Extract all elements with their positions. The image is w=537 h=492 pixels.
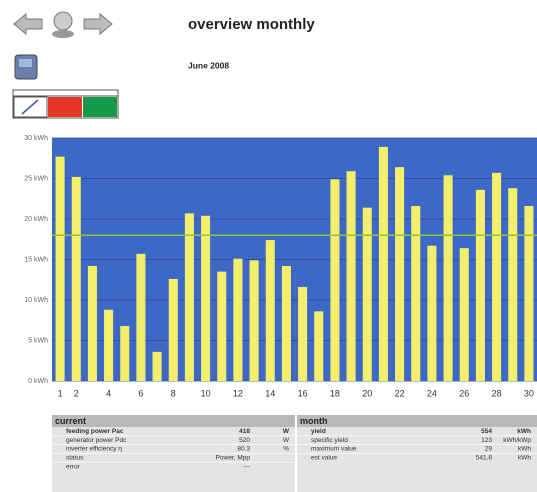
x-tick-label: 22: [395, 388, 405, 398]
table-cell: 29: [485, 446, 493, 453]
table-cell: yield: [311, 428, 326, 435]
table-cell: est value: [311, 455, 337, 462]
bar: [330, 179, 340, 381]
x-tick-label: 28: [492, 388, 502, 398]
nav-back[interactable]: [13, 12, 43, 36]
x-tick-label: 6: [138, 388, 143, 398]
bar: [492, 172, 502, 381]
nav-forward[interactable]: [83, 12, 113, 36]
table-header-bg: [52, 415, 295, 427]
bar: [233, 258, 243, 381]
x-tick-label: 2: [74, 388, 79, 398]
table-cell: maximum value: [311, 446, 357, 453]
page-subtitle: June 2008: [188, 60, 229, 70]
bar: [87, 265, 97, 381]
table-body: [297, 427, 537, 492]
x-tick-label: 14: [265, 388, 275, 398]
bar: [71, 176, 81, 381]
table-body: [52, 427, 295, 492]
table-cell: %: [283, 446, 289, 453]
y-tick-label: 20 kWh: [24, 216, 48, 223]
y-tick-label: 15 kWh: [24, 256, 48, 263]
bar: [298, 287, 308, 381]
table-cell: W: [283, 428, 290, 435]
x-tick-label: 10: [201, 388, 211, 398]
table-cell: specific yield: [311, 437, 348, 444]
table-cell: kWh: [517, 428, 531, 435]
x-tick-label: 26: [459, 388, 469, 398]
y-tick-label: 25 kWh: [24, 175, 48, 182]
table-cell: 554: [481, 428, 492, 435]
bar: [346, 171, 356, 381]
x-tick-label: 20: [362, 388, 372, 398]
table-cell: status: [66, 455, 84, 462]
table-cell: 520: [239, 437, 250, 444]
x-tick-label: 12: [233, 388, 243, 398]
y-tick-label: 0 kWh: [28, 378, 48, 385]
bar: [362, 207, 372, 381]
bar: [184, 213, 194, 381]
inverter-selector[interactable]: [12, 89, 119, 119]
table-cell: kWh/kWp: [503, 437, 531, 444]
bar: [281, 265, 291, 381]
x-tick-label: 1: [58, 388, 63, 398]
x-tick-label: 18: [330, 388, 340, 398]
y-tick-label: 5 kWh: [28, 337, 48, 344]
table-cell: 123: [481, 437, 492, 444]
table-cell: ---: [244, 463, 251, 470]
bar: [55, 156, 65, 381]
bar: [427, 245, 437, 381]
bar: [168, 278, 178, 381]
bar: [265, 240, 275, 381]
table-cell: W: [283, 437, 290, 444]
table-cell: inverter efficiency η: [66, 446, 122, 453]
bar: [152, 351, 162, 381]
y-tick-label: 10 kWh: [24, 297, 48, 304]
table-cell: kWh: [518, 446, 531, 453]
table-header: month: [300, 416, 328, 426]
bar: [508, 188, 518, 381]
page-title: overview monthly: [188, 16, 315, 33]
table-cell: kWh: [518, 455, 531, 462]
x-tick-label: 30: [524, 388, 534, 398]
table-header: current: [55, 416, 86, 426]
device-icon[interactable]: [14, 54, 38, 80]
y-tick-label: 30 kWh: [24, 135, 48, 142]
bar: [475, 189, 485, 381]
bar: [395, 167, 405, 381]
table-cell: Power, Mpp: [216, 455, 251, 462]
table-cell: generator power Pdc: [66, 437, 127, 444]
bar: [104, 309, 114, 381]
bar: [411, 206, 421, 381]
bar: [443, 175, 453, 381]
bar: [120, 325, 130, 381]
table-cell: error: [66, 463, 81, 470]
table-header-bg: [297, 415, 537, 427]
table-cell: feeding power Pac: [66, 428, 124, 435]
bar: [459, 248, 469, 381]
table-cell: 541.8: [476, 455, 493, 462]
nav-home[interactable]: [52, 11, 74, 38]
bar: [217, 271, 227, 381]
bar: [136, 253, 146, 381]
bar: [314, 311, 324, 381]
bar: [524, 206, 534, 381]
x-tick-label: 8: [171, 388, 176, 398]
table-cell: 80.3: [237, 446, 250, 453]
bar: [249, 260, 259, 381]
table-cell: 418: [239, 428, 250, 435]
x-tick-label: 4: [106, 388, 111, 398]
bar: [378, 146, 388, 381]
x-tick-label: 24: [427, 388, 437, 398]
x-tick-label: 16: [298, 388, 308, 398]
bar: [201, 215, 211, 381]
